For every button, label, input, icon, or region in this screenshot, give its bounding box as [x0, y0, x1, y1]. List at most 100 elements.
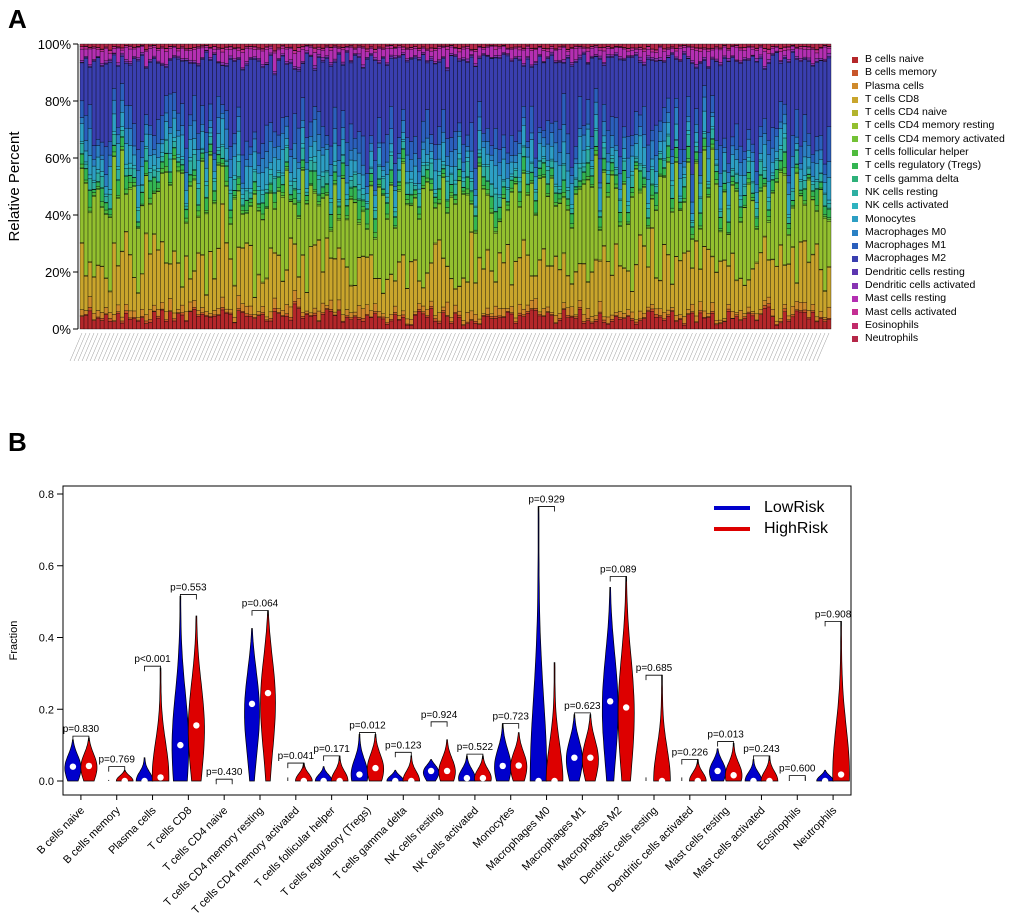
- bar-segment: [469, 232, 474, 312]
- bar-segment: [232, 143, 237, 157]
- bar-segment: [312, 171, 318, 190]
- bar-segment: [686, 130, 691, 135]
- bar-segment: [742, 195, 747, 206]
- bar-segment: [541, 137, 547, 147]
- bar-segment: [324, 238, 330, 306]
- bar-segment: [513, 177, 518, 182]
- bar-segment: [288, 59, 294, 63]
- legend-swatch: [852, 229, 858, 236]
- sample-label: [230, 332, 243, 362]
- bar-segment: [224, 308, 229, 313]
- bar-segment: [449, 184, 454, 193]
- bar-segment: [573, 62, 579, 147]
- bar-segment: [144, 147, 149, 161]
- bar-segment: [581, 43, 587, 48]
- bar-segment: [517, 315, 522, 330]
- sample-label: [134, 332, 147, 362]
- bar-segment: [642, 186, 647, 246]
- bar-segment: [802, 58, 808, 60]
- bar-segment: [204, 210, 209, 213]
- bar-segment: [670, 149, 675, 157]
- p-value-bracket: [144, 665, 161, 672]
- bar-segment: [244, 43, 249, 47]
- bar-segment: [437, 320, 442, 324]
- highrisk-median-dot: [694, 777, 702, 785]
- sample-label: [407, 332, 420, 362]
- bar-segment: [340, 139, 346, 155]
- bar-segment: [296, 69, 302, 72]
- bar-segment: [802, 312, 808, 330]
- bar-segment: [124, 59, 129, 62]
- p-value-label: p=0.013: [707, 730, 744, 741]
- bar-segment: [509, 313, 514, 330]
- bar-segment: [212, 46, 217, 50]
- bar-segment: [497, 46, 502, 49]
- bar-segment: [429, 134, 434, 144]
- bar-segment: [549, 54, 555, 124]
- bar-segment: [176, 135, 181, 155]
- bar-segment: [621, 170, 627, 182]
- bar-segment: [397, 137, 402, 154]
- bar-segment: [758, 252, 763, 310]
- bar-segment: [164, 43, 169, 49]
- bar-segment: [778, 61, 783, 64]
- bar-segment: [216, 133, 221, 148]
- bar-segment: [581, 149, 587, 164]
- bar-segment: [758, 191, 763, 253]
- bar-segment: [83, 48, 89, 57]
- bar-segment: [296, 277, 302, 299]
- bar-segment: [694, 162, 699, 241]
- bar-segment: [212, 310, 217, 316]
- sample-label: [495, 332, 508, 362]
- bar-segment: [694, 161, 699, 164]
- bar-segment: [224, 128, 229, 149]
- bar-segment: [292, 69, 298, 114]
- bar-segment: [272, 147, 277, 158]
- sample-label: [780, 332, 794, 362]
- bar-segment: [577, 46, 583, 49]
- bar-segment: [401, 109, 406, 121]
- bar-segment: [525, 58, 530, 142]
- bar-segment: [252, 168, 257, 173]
- bar-segment: [136, 293, 141, 318]
- bar-segment: [734, 316, 739, 330]
- bar-segment: [99, 187, 105, 189]
- bar-segment: [473, 205, 478, 208]
- bar-segment: [348, 149, 354, 161]
- bar-segment: [172, 155, 177, 159]
- bar-segment: [381, 316, 386, 320]
- highrisk-violin: [438, 739, 456, 782]
- bar-segment: [553, 120, 559, 144]
- bar-segment: [609, 275, 615, 316]
- sample-label: [636, 332, 649, 362]
- bar-segment: [565, 190, 571, 199]
- bar-segment: [433, 43, 438, 49]
- bar-segment: [385, 317, 390, 323]
- bar-segment: [296, 192, 302, 202]
- bar-segment: [533, 215, 539, 276]
- bar-segment: [465, 312, 470, 323]
- bar-segment: [597, 211, 603, 217]
- bar-segment: [328, 175, 334, 199]
- bar-segment: [132, 310, 137, 318]
- bar-segment: [630, 187, 635, 193]
- lowrisk-violin: [135, 757, 154, 782]
- bar-segment: [613, 312, 619, 316]
- bar-segment: [762, 307, 767, 330]
- bar-segment: [433, 315, 438, 319]
- bar-segment: [609, 319, 615, 322]
- bar-segment: [646, 57, 651, 60]
- lowrisk-median-dot: [69, 763, 77, 770]
- bar-segment: [208, 48, 213, 58]
- bar-segment: [581, 134, 587, 151]
- bar-segment: [252, 43, 257, 47]
- sample-label: [816, 332, 830, 362]
- bar-segment: [662, 140, 667, 159]
- bar-segment: [276, 308, 281, 313]
- legend-item: T cells CD4 memory resting: [852, 119, 1005, 132]
- bar-segment: [372, 218, 378, 220]
- bar-segment: [356, 57, 362, 132]
- bar-segment: [585, 179, 591, 282]
- bar-segment: [674, 321, 679, 330]
- bar-segment: [91, 48, 97, 60]
